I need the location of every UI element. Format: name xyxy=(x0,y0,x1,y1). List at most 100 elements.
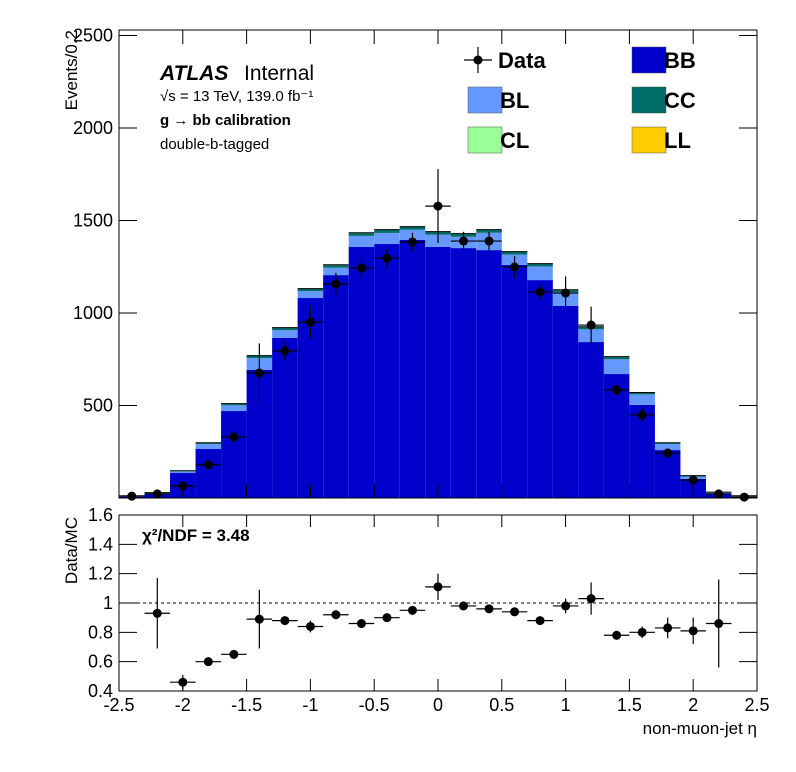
ratio-point xyxy=(476,604,502,614)
ratio-point xyxy=(297,620,324,633)
histogram-segment xyxy=(654,450,681,498)
legend-swatch xyxy=(631,86,667,114)
y-tick-label: 0.8 xyxy=(88,622,113,642)
marker xyxy=(714,619,724,629)
ratio-point xyxy=(195,657,222,667)
ratio-point xyxy=(399,605,426,615)
marker xyxy=(459,236,469,246)
marker xyxy=(305,621,315,631)
marker xyxy=(688,626,698,636)
legend-swatch xyxy=(473,55,483,65)
marker xyxy=(612,630,622,640)
histogram-segment xyxy=(501,264,528,498)
ratio-point xyxy=(654,617,681,639)
marker xyxy=(407,237,417,247)
histogram-segment xyxy=(603,359,630,375)
marker xyxy=(229,649,239,659)
histogram-segment xyxy=(476,250,502,498)
ratio-point xyxy=(450,601,477,611)
marker xyxy=(203,460,213,470)
ratio-point xyxy=(348,619,375,629)
ratio-point xyxy=(578,582,604,615)
x-tick-label: 1 xyxy=(561,695,571,715)
ratio-point xyxy=(603,630,630,640)
x-tick-label: 0 xyxy=(433,695,443,715)
data-point xyxy=(731,492,757,502)
x-tick-label: 1.5 xyxy=(617,695,642,715)
data-point xyxy=(272,341,298,361)
histogram-segment xyxy=(348,235,375,247)
marker xyxy=(254,368,264,378)
marker xyxy=(510,262,520,272)
data-point xyxy=(144,489,171,499)
ratio-point xyxy=(144,578,171,649)
y-tick-label: 500 xyxy=(83,396,113,416)
histogram-segment xyxy=(552,305,579,498)
marker xyxy=(535,287,545,297)
histogram-segment xyxy=(323,265,349,268)
y-tick-label: 1.4 xyxy=(88,534,113,554)
marker xyxy=(305,317,315,327)
ratio-point xyxy=(272,616,298,626)
data-point xyxy=(501,255,528,279)
data-point xyxy=(552,276,579,310)
histogram-segment xyxy=(221,404,247,406)
ratio-point xyxy=(527,616,553,626)
y-axis-title: Events/0.2 xyxy=(62,30,81,110)
marker xyxy=(663,448,673,458)
marker xyxy=(356,619,366,629)
marker xyxy=(484,236,494,246)
ratio-y-axis-title: Data/MC xyxy=(62,517,81,584)
marker xyxy=(586,594,596,604)
histogram-segment xyxy=(501,251,528,255)
ratio-point xyxy=(374,613,400,623)
ratio-point xyxy=(246,589,273,649)
histogram-segment xyxy=(221,405,247,412)
histogram-segment xyxy=(195,443,222,444)
marker xyxy=(433,201,443,211)
marker xyxy=(280,616,290,626)
plot-frame xyxy=(118,29,758,499)
ratio-point xyxy=(501,607,528,617)
x-tick-label: -2 xyxy=(175,695,191,715)
y-tick-label: 1000 xyxy=(73,303,113,323)
y-tick-label: 1.2 xyxy=(88,564,113,584)
legend-swatch xyxy=(467,86,503,114)
histogram-segment xyxy=(374,244,400,498)
histogram-segment xyxy=(297,291,324,299)
marker xyxy=(561,288,571,298)
data-point xyxy=(323,272,349,296)
marker xyxy=(382,253,392,263)
marker xyxy=(637,627,647,637)
x-tick-label: 2.5 xyxy=(744,695,769,715)
ratio-point xyxy=(221,649,247,659)
histogram-segment xyxy=(348,246,375,498)
y-tick-label: 1.6 xyxy=(88,505,113,525)
marker xyxy=(586,320,596,330)
marker xyxy=(407,605,417,615)
data-point xyxy=(476,231,502,251)
marker xyxy=(382,613,392,623)
data-point xyxy=(654,448,681,458)
marker xyxy=(510,607,520,617)
y-tick-label: 1 xyxy=(103,593,113,613)
marker xyxy=(459,601,469,611)
histogram-segment xyxy=(272,328,298,331)
histogram-segment xyxy=(374,229,400,233)
marker xyxy=(331,279,341,289)
histogram-segment xyxy=(374,232,400,245)
histogram-segment xyxy=(195,448,222,498)
marker xyxy=(433,582,443,592)
marker xyxy=(203,657,213,667)
chi2-label: χ²/NDF = 3.48 xyxy=(142,526,250,545)
selection-label: double-b-tagged xyxy=(160,136,269,153)
plot-frame xyxy=(118,514,758,692)
legend-swatch xyxy=(631,126,667,154)
marker xyxy=(612,385,622,395)
marker xyxy=(739,492,749,502)
marker xyxy=(637,410,647,420)
histogram-segment xyxy=(272,330,298,338)
data-point xyxy=(221,431,247,443)
marker xyxy=(229,432,239,442)
process-label: g → bb calibration xyxy=(160,112,291,129)
